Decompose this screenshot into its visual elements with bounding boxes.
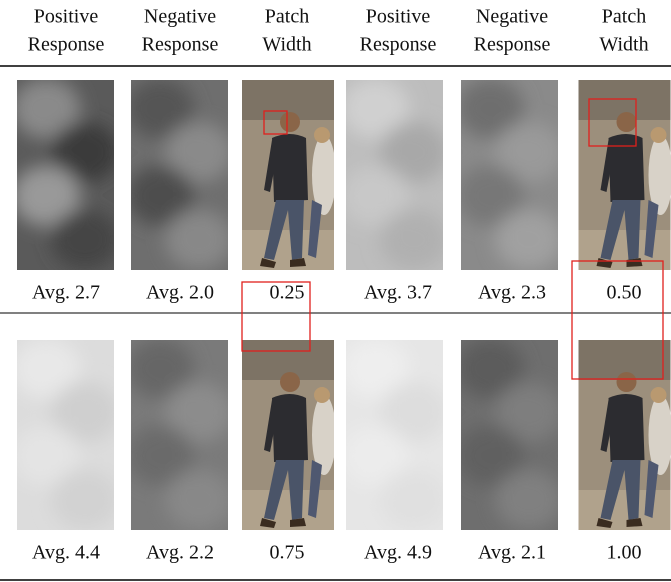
cell-label: Avg. 4.4 [32,542,100,564]
map-blob [51,470,119,530]
cell-label: Avg. 2.7 [32,282,100,304]
cell-label: Avg. 3.7 [364,282,432,304]
cell-label: 0.75 [270,542,305,564]
map-blob [165,210,233,270]
response-map [12,339,119,531]
column-header: Negative [476,6,548,28]
image-cell [242,80,336,270]
image-cell [126,339,233,531]
map-blob [165,470,233,530]
cell-label: Avg. 2.3 [478,282,546,304]
photo [242,80,336,270]
image-cell [341,339,448,531]
map-blob [380,210,448,270]
cell-label: Avg. 4.9 [364,542,432,564]
cell-label: Avg. 2.1 [478,542,546,564]
photo [242,340,336,530]
column-header: Response [142,34,219,56]
page: Positive Response Negative Response Patch Wid… [0,0,671,582]
column-header: Response [360,34,437,56]
photo [579,340,671,530]
photo [579,80,671,270]
image-cell [341,79,448,271]
cell-label: 1.00 [607,542,642,564]
map-blob [380,470,448,530]
column-header: Width [262,34,311,56]
map-blob [495,210,563,270]
image-cell [12,339,119,531]
column-header: Positive [34,6,99,28]
response-map [456,79,563,271]
response-map [126,79,233,271]
column-header: Response [474,34,551,56]
cell-label: 0.50 [607,282,642,304]
cell-label: Avg. 2.2 [146,542,214,564]
cell-label: 0.25 [270,282,305,304]
image-cell [242,282,336,530]
map-blob [51,210,119,270]
figure: Positive Response Negative Response Patch Wid… [0,0,671,582]
image-cell [456,79,563,271]
image-cell [456,339,563,531]
response-map [12,79,119,271]
column-header: Width [599,34,648,56]
map-blob [495,470,563,530]
image-cell [126,79,233,271]
response-map [126,339,233,531]
column-header: Negative [144,6,216,28]
response-map [341,79,448,271]
column-header: Response [28,34,105,56]
cell-label: Avg. 2.0 [146,282,214,304]
response-map [341,339,448,531]
image-cell [579,80,671,270]
image-cell [12,79,119,271]
response-map [456,339,563,531]
column-header: Positive [366,6,431,28]
column-header: Patch [265,6,309,28]
column-header: Patch [602,6,646,28]
